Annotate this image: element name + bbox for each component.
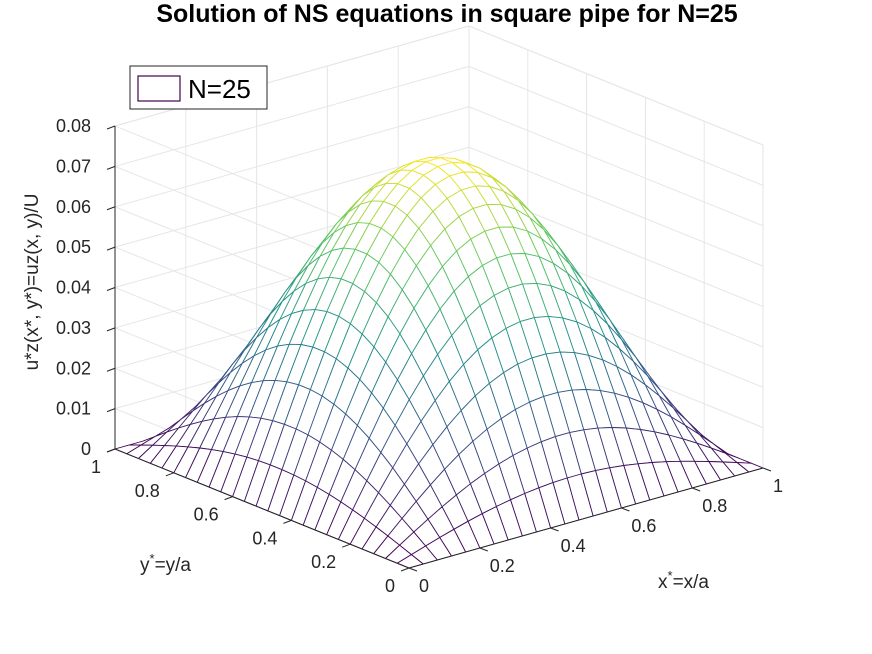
- y-tick-mark-3: [224, 496, 233, 501]
- x-tick-label-4: 0.8: [702, 496, 727, 516]
- chart-title: Solution of NS equations in square pipe …: [156, 0, 737, 28]
- z-tick-mark-5: [106, 246, 116, 251]
- y-tick-mark-0: [400, 567, 410, 572]
- y-tick-label-5: 1: [91, 457, 101, 477]
- z-tick-label-8: 0.08: [56, 116, 91, 136]
- z-tick-label-0: 0: [81, 439, 91, 459]
- y-axis-label: y*=y/a: [140, 551, 191, 576]
- z-gridline-5: [113, 146, 764, 367]
- x-axis-label: x*=x/a: [658, 568, 709, 593]
- x-tick-mark-3: [621, 507, 630, 512]
- legend-label: N=25: [188, 74, 251, 104]
- legend-swatch: [137, 75, 181, 102]
- x-tick-label-3: 0.6: [631, 516, 656, 536]
- z-tick-mark-4: [106, 287, 116, 291]
- x-tick-label-1: 0.2: [490, 556, 515, 576]
- x-tick-label-2: 0.4: [561, 536, 586, 556]
- x-axis-line: [408, 467, 764, 569]
- z-tick-mark-2: [106, 367, 116, 372]
- z-gridline-6: [113, 106, 764, 327]
- z-tick-mark-8: [106, 125, 116, 130]
- z-tick-mark-7: [106, 165, 116, 170]
- z-tick-mark-1: [106, 408, 116, 413]
- tick-labels: 00.20.40.60.8100.20.40.60.8100.010.020.0…: [56, 116, 783, 596]
- z-tick-mark-6: [106, 206, 116, 211]
- z-tick-label-3: 0.03: [56, 318, 91, 338]
- z-tick-label-2: 0.02: [56, 358, 91, 378]
- z-tick-label-4: 0.04: [56, 278, 91, 298]
- x-tick-label-0: 0: [419, 576, 429, 596]
- z-tick-label-1: 0.01: [56, 399, 91, 419]
- legend: N=25: [129, 65, 268, 110]
- y-axis-line: [114, 448, 410, 569]
- y-tick-label-0: 0: [385, 576, 395, 596]
- x-tick-mark-5: [762, 467, 772, 472]
- y-tick-label-3: 0.6: [194, 505, 219, 525]
- y-tick-mark-1: [342, 543, 351, 548]
- x-tick-mark-1: [479, 547, 488, 552]
- surface-mesh: [114, 157, 764, 569]
- x-tick-label-5: 1: [773, 476, 783, 496]
- z-tick-label-5: 0.05: [56, 237, 91, 257]
- z-gridline-7: [113, 65, 764, 286]
- z-tick-label-6: 0.06: [56, 197, 91, 217]
- z-tick-mark-0: [106, 448, 116, 453]
- y-tick-label-1: 0.2: [311, 552, 336, 572]
- y-tick-label-4: 0.8: [135, 481, 160, 501]
- z-tick-mark-3: [106, 327, 116, 332]
- z-tick-label-7: 0.07: [56, 156, 91, 176]
- x-tick-mark-2: [550, 527, 559, 532]
- y-tick-mark-2: [283, 519, 292, 524]
- z-axis-label: u*z(x*, y*)=uz(x, y)/U: [22, 194, 43, 371]
- y-tick-mark-4: [165, 472, 174, 477]
- x-tick-mark-4: [692, 487, 701, 492]
- x-tick-mark-0: [408, 567, 418, 572]
- y-tick-label-2: 0.4: [252, 528, 277, 548]
